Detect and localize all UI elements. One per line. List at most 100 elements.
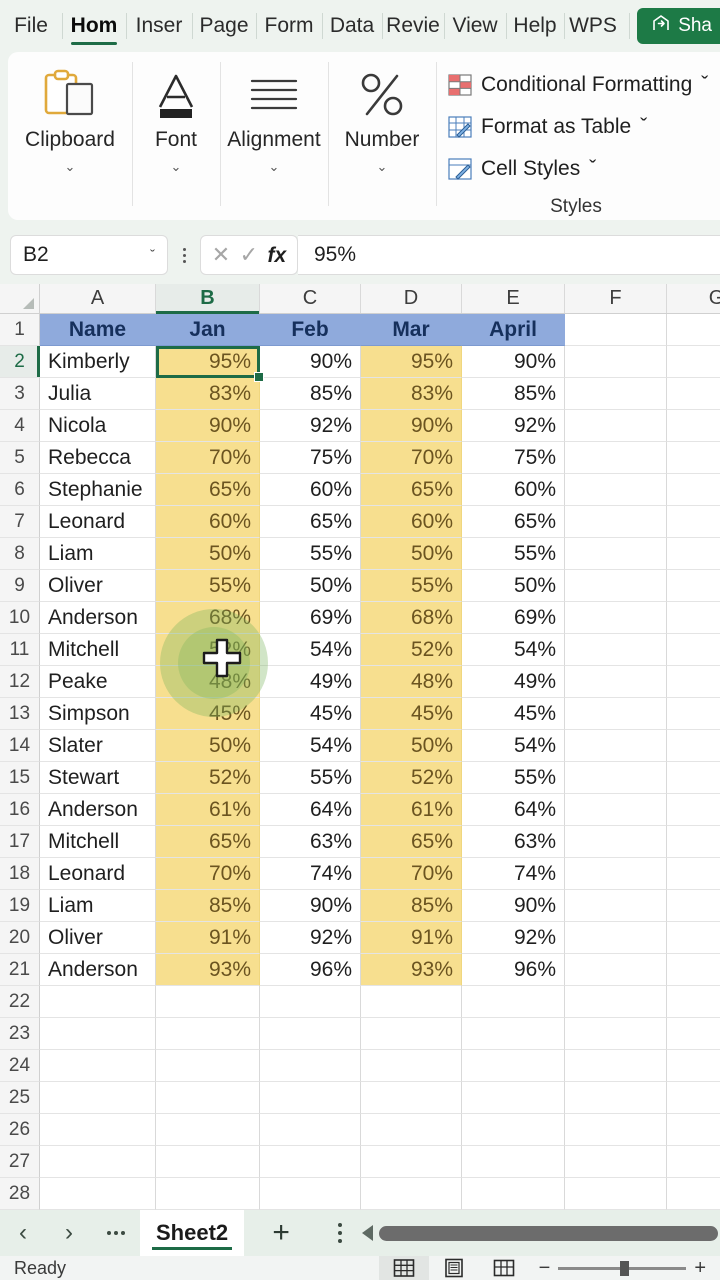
cell-F19[interactable] — [565, 890, 667, 922]
cell-D22[interactable] — [361, 986, 462, 1018]
cell-A28[interactable] — [40, 1178, 156, 1210]
cell-G11[interactable] — [667, 634, 720, 666]
cell-C19[interactable]: 90% — [260, 890, 361, 922]
format-as-table-chevron-down-icon[interactable]: ˇ — [640, 115, 648, 138]
tab-review[interactable]: Revie — [382, 0, 444, 52]
tab-home[interactable]: Hom — [62, 0, 126, 52]
cell-styles-chevron-down-icon[interactable]: ˇ — [589, 157, 597, 180]
cell-B24[interactable] — [156, 1050, 260, 1082]
row-header-13[interactable]: 13 — [0, 698, 40, 730]
format-as-table-button[interactable]: Format as Table ˇ — [436, 106, 647, 148]
cell-B4[interactable]: 90% — [156, 410, 260, 442]
cell-D3[interactable]: 83% — [361, 378, 462, 410]
cell-G22[interactable] — [667, 986, 720, 1018]
ribbon-group-font[interactable]: Font ⌄ — [132, 52, 220, 220]
share-button[interactable]: Sha — [637, 8, 720, 44]
cell-E14[interactable]: 54% — [462, 730, 565, 762]
cell-C1[interactable]: Feb — [260, 314, 361, 346]
column-header-b[interactable]: B — [156, 284, 260, 314]
cell-B5[interactable]: 70% — [156, 442, 260, 474]
cell-F9[interactable] — [565, 570, 667, 602]
zoom-out-button[interactable]: − — [538, 1257, 551, 1279]
cell-G7[interactable] — [667, 506, 720, 538]
row-header-24[interactable]: 24 — [0, 1050, 40, 1082]
cell-C27[interactable] — [260, 1146, 361, 1178]
cell-E12[interactable]: 49% — [462, 666, 565, 698]
page-layout-view-button[interactable] — [429, 1256, 479, 1280]
row-header-20[interactable]: 20 — [0, 922, 40, 954]
cell-C26[interactable] — [260, 1114, 361, 1146]
cell-D12[interactable]: 48% — [361, 666, 462, 698]
cell-B26[interactable] — [156, 1114, 260, 1146]
cell-E6[interactable]: 60% — [462, 474, 565, 506]
cell-C4[interactable]: 92% — [260, 410, 361, 442]
zoom-control[interactable]: − + — [529, 1258, 720, 1278]
cell-C9[interactable]: 50% — [260, 570, 361, 602]
select-all-corner[interactable] — [0, 284, 40, 313]
column-header-c[interactable]: C — [260, 284, 361, 313]
row-header-26[interactable]: 26 — [0, 1114, 40, 1146]
cell-D13[interactable]: 45% — [361, 698, 462, 730]
row-header-14[interactable]: 14 — [0, 730, 40, 762]
selected-cell-B2[interactable]: 95% — [156, 346, 264, 382]
cell-A6[interactable]: Stephanie — [40, 474, 156, 506]
cell-E20[interactable]: 92% — [462, 922, 565, 954]
cell-G4[interactable] — [667, 410, 720, 442]
cell-G27[interactable] — [667, 1146, 720, 1178]
cell-E8[interactable]: 55% — [462, 538, 565, 570]
ribbon-group-clipboard[interactable]: Clipboard ⌄ — [8, 52, 132, 220]
formula-bar-menu-icon[interactable] — [170, 247, 198, 263]
cell-E26[interactable] — [462, 1114, 565, 1146]
row-header-28[interactable]: 28 — [0, 1178, 40, 1210]
next-sheet-button[interactable]: › — [65, 1219, 73, 1246]
cell-C15[interactable]: 55% — [260, 762, 361, 794]
row-header-2[interactable]: 2 — [0, 346, 40, 378]
cell-D27[interactable] — [361, 1146, 462, 1178]
cell-C5[interactable]: 75% — [260, 442, 361, 474]
cell-E9[interactable]: 50% — [462, 570, 565, 602]
cell-G14[interactable] — [667, 730, 720, 762]
cell-F15[interactable] — [565, 762, 667, 794]
cell-G17[interactable] — [667, 826, 720, 858]
cell-B3[interactable]: 83% — [156, 378, 260, 410]
cell-C11[interactable]: 54% — [260, 634, 361, 666]
cell-G16[interactable] — [667, 794, 720, 826]
cell-E22[interactable] — [462, 986, 565, 1018]
cell-F11[interactable] — [565, 634, 667, 666]
ellipsis-icon[interactable] — [92, 1210, 140, 1256]
cell-C14[interactable]: 54% — [260, 730, 361, 762]
cell-G28[interactable] — [667, 1178, 720, 1210]
cell-F20[interactable] — [565, 922, 667, 954]
cell-B28[interactable] — [156, 1178, 260, 1210]
cell-C22[interactable] — [260, 986, 361, 1018]
row-header-17[interactable]: 17 — [0, 826, 40, 858]
formula-input[interactable]: 95% — [298, 235, 720, 275]
column-header-a[interactable]: A — [40, 284, 156, 313]
cell-F23[interactable] — [565, 1018, 667, 1050]
cell-A23[interactable] — [40, 1018, 156, 1050]
cell-C7[interactable]: 65% — [260, 506, 361, 538]
cell-E18[interactable]: 74% — [462, 858, 565, 890]
cell-B6[interactable]: 65% — [156, 474, 260, 506]
name-box[interactable]: B2 ˇ — [10, 235, 168, 275]
cell-F14[interactable] — [565, 730, 667, 762]
cell-A12[interactable]: Peake — [40, 666, 156, 698]
cell-E15[interactable]: 55% — [462, 762, 565, 794]
cell-B8[interactable]: 50% — [156, 538, 260, 570]
tab-file[interactable]: File — [0, 0, 62, 52]
cell-A25[interactable] — [40, 1082, 156, 1114]
tab-wps[interactable]: WPS — [564, 0, 622, 52]
cell-C6[interactable]: 60% — [260, 474, 361, 506]
row-header-21[interactable]: 21 — [0, 954, 40, 986]
add-sheet-button[interactable]: + — [272, 1216, 290, 1249]
cell-F12[interactable] — [565, 666, 667, 698]
scroll-left-arrow-icon[interactable] — [362, 1225, 374, 1241]
row-header-18[interactable]: 18 — [0, 858, 40, 890]
cell-C8[interactable]: 55% — [260, 538, 361, 570]
row-header-16[interactable]: 16 — [0, 794, 40, 826]
cell-A24[interactable] — [40, 1050, 156, 1082]
row-header-10[interactable]: 10 — [0, 602, 40, 634]
cell-E27[interactable] — [462, 1146, 565, 1178]
cell-F5[interactable] — [565, 442, 667, 474]
cell-F18[interactable] — [565, 858, 667, 890]
